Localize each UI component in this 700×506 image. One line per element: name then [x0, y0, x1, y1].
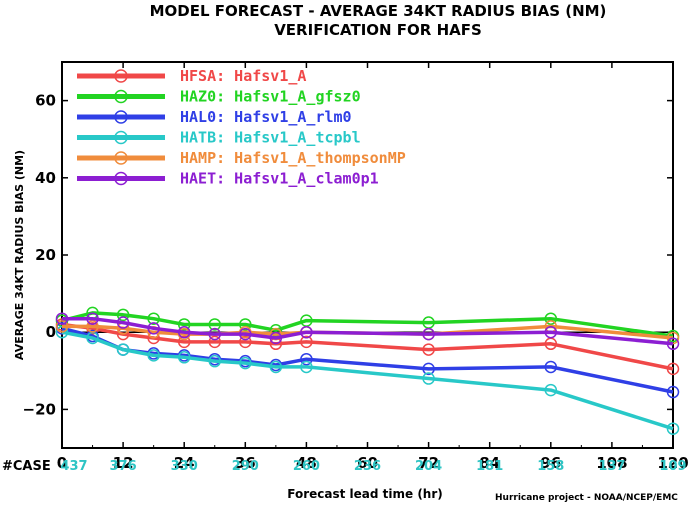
case-count: 437	[60, 459, 87, 474]
x-tick-label: 120	[657, 454, 688, 472]
series-point	[208, 335, 221, 349]
legend-label: HAMP: Hafsv1_A_thompsonMP	[180, 149, 406, 167]
legend: HFSA: Hafsv1_A HAZ0: Hafsv1_A_gfsz0 HAL0: …	[77, 67, 406, 188]
credit-text: Hurricane project - NOAA/NCEP/EMC	[495, 493, 678, 503]
legend-label: HATB: Hafsv1_A_tcpbl	[180, 129, 361, 147]
legend-swatch-marker	[114, 130, 128, 145]
series-point	[666, 422, 680, 435]
x-tick-label: 72	[418, 454, 439, 472]
series-point	[208, 327, 221, 341]
case-count: 290	[232, 459, 259, 474]
series-point	[422, 343, 435, 356]
y-tick-label: 60	[35, 92, 56, 110]
series-layer	[55, 306, 680, 435]
chart-subtitle: VERIFICATION FOR HAFS	[274, 21, 482, 39]
series-point	[666, 385, 680, 399]
x-tick-label: 108	[596, 454, 627, 472]
x-tick-label: 60	[357, 454, 378, 472]
series-point	[544, 312, 558, 325]
case-count: 260	[293, 459, 320, 474]
series-point	[269, 360, 283, 374]
y-tick-label: 40	[35, 169, 56, 187]
series-point	[239, 335, 252, 349]
series-point	[300, 360, 313, 374]
series-point	[422, 372, 435, 385]
series-point	[544, 383, 558, 397]
case-count: 236	[354, 459, 381, 474]
legend-label: HFSA: Hafsv1_A	[180, 67, 306, 85]
legend-label: HAZ0: Hafsv1_A_gfsz0	[180, 88, 361, 106]
series-point	[239, 327, 252, 341]
plot-frame	[61, 61, 674, 449]
legend-label: HAL0: Hafsv1_A_rlm0	[180, 108, 352, 126]
y-tick-label: 20	[35, 246, 56, 264]
case-count: 330	[171, 459, 198, 474]
case-count: 158	[537, 459, 564, 474]
series-point	[55, 320, 69, 333]
case-count: 376	[110, 459, 137, 474]
series-point	[147, 322, 160, 335]
series-point	[300, 325, 313, 339]
series-point	[208, 318, 221, 331]
y-tick-label: 0	[46, 323, 56, 341]
plot-area: 0 12 24 36 48 60 72 84 96 108 120 −20 0 20 40 60 437 376 3…	[23, 61, 689, 474]
series-point	[239, 318, 252, 331]
series-point	[269, 331, 283, 345]
case-count: 204	[415, 459, 442, 474]
x-tick-label: 84	[479, 454, 500, 472]
x-axis-label: Forecast lead time (hr)	[287, 487, 443, 501]
series-point	[239, 356, 252, 370]
series-point	[116, 343, 130, 356]
series-point	[177, 335, 191, 349]
y-axis-label: AVERAGE 34KT RADIUS BIAS (NM)	[13, 150, 26, 360]
case-count: 137	[598, 459, 625, 474]
legend-swatch-marker	[114, 89, 128, 104]
series-point	[666, 362, 680, 376]
series-point	[300, 352, 313, 366]
case-count: 109	[659, 459, 686, 474]
series-point	[177, 318, 191, 331]
series-point	[116, 308, 130, 322]
series-point	[544, 360, 558, 374]
x-tick-label: 96	[540, 454, 561, 472]
series-point	[300, 335, 313, 349]
series-point	[422, 327, 435, 341]
legend-swatch-marker	[114, 151, 128, 165]
series-point	[422, 362, 435, 376]
legend-label: HAET: Hafsv1_A_clam0p1	[180, 170, 379, 188]
x-tick-label: 12	[113, 454, 134, 472]
series-point	[116, 316, 130, 329]
x-tick-label: 0	[57, 454, 67, 472]
case-count: 181	[476, 459, 503, 474]
series-point	[177, 351, 191, 364]
y-tick-label: −20	[23, 400, 56, 418]
x-tick-label: 36	[235, 454, 256, 472]
series-point	[208, 354, 221, 368]
series-point	[666, 337, 680, 351]
legend-swatch-marker	[114, 110, 128, 124]
x-tick-label: 24	[174, 454, 195, 472]
series-point	[544, 325, 558, 339]
series-point	[147, 349, 160, 362]
case-label: #CASE	[2, 459, 51, 474]
series-point	[177, 325, 191, 339]
series-point	[147, 312, 160, 325]
chart-title: MODEL FORECAST - AVERAGE 34KT RADIUS BIA…	[150, 2, 607, 20]
series-point	[86, 320, 99, 333]
x-tick-label: 48	[296, 454, 317, 472]
series-point	[55, 312, 69, 325]
legend-swatch-marker	[114, 171, 128, 186]
series-point	[86, 312, 99, 325]
legend-swatch-marker	[114, 69, 128, 83]
